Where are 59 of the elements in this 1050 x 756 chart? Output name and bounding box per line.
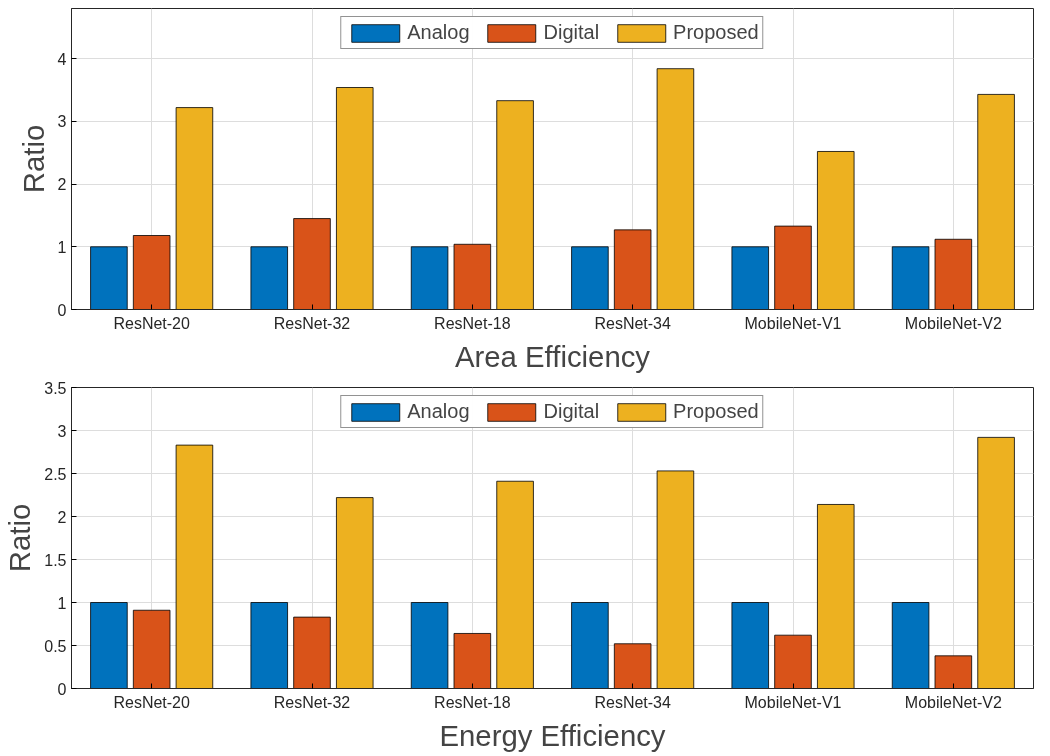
x-tick-label: ResNet-32 xyxy=(273,314,351,332)
bar xyxy=(977,436,1015,689)
legend-label: Proposed xyxy=(673,400,759,423)
bar xyxy=(90,246,128,310)
bar xyxy=(891,246,930,310)
bar xyxy=(336,497,374,689)
y-tick-label: 1 xyxy=(57,594,67,612)
x-tick-label: ResNet-20 xyxy=(113,314,191,332)
bar xyxy=(571,246,609,310)
x-tick-label: ResNet-34 xyxy=(594,314,672,332)
x-tick-label: ResNet-18 xyxy=(434,314,511,332)
y-tick-label: 0 xyxy=(57,301,67,319)
bar xyxy=(731,602,769,689)
legend-label: Analog xyxy=(407,21,470,44)
y-tick-label: 1 xyxy=(57,238,67,256)
x-axis-title: Energy Efficiency xyxy=(439,718,666,752)
bar xyxy=(410,602,449,689)
y-tick-label: 1.5 xyxy=(44,551,67,569)
bar xyxy=(891,602,930,689)
y-tick-label: 2 xyxy=(57,508,67,526)
x-tick-label: ResNet-34 xyxy=(594,693,672,711)
x-tick-label: MobileNet-V1 xyxy=(744,314,842,332)
bar xyxy=(250,246,288,310)
y-tick-label: 3.5 xyxy=(44,379,67,397)
x-tick-label: MobileNet-V2 xyxy=(904,693,1002,711)
bar xyxy=(731,246,769,310)
bar xyxy=(817,504,855,689)
x-tick-label: MobileNet-V1 xyxy=(744,693,842,711)
bar xyxy=(496,480,534,689)
x-tick-label: ResNet-20 xyxy=(113,693,191,711)
bar xyxy=(250,602,288,689)
y-tick-label: 2 xyxy=(57,176,67,194)
bar xyxy=(90,602,128,689)
y-axis-title: Ratio xyxy=(3,503,37,573)
y-tick-label: 3 xyxy=(57,422,67,440)
x-tick-label: ResNet-18 xyxy=(434,693,511,711)
bar xyxy=(656,470,695,689)
bar xyxy=(817,151,855,310)
x-axis-title: Area Efficiency xyxy=(454,339,651,373)
y-tick-label: 0.5 xyxy=(44,637,67,655)
bar xyxy=(410,246,449,310)
x-tick-label: ResNet-32 xyxy=(273,693,351,711)
legend-label: Digital xyxy=(543,21,600,44)
bar xyxy=(175,444,214,689)
y-tick-label: 2.5 xyxy=(44,465,67,483)
bar xyxy=(977,94,1015,310)
bar xyxy=(336,87,374,310)
legend-label: Digital xyxy=(543,400,600,423)
bar xyxy=(175,107,214,310)
y-tick-label: 3 xyxy=(57,113,67,131)
bar xyxy=(656,68,695,310)
bar xyxy=(571,602,609,689)
y-tick-label: 4 xyxy=(57,50,67,68)
legend-label: Analog xyxy=(407,400,470,423)
x-tick-label: MobileNet-V2 xyxy=(904,314,1002,332)
legend-label: Proposed xyxy=(673,21,759,44)
y-tick-label: 0 xyxy=(57,680,67,698)
y-axis-title: Ratio xyxy=(16,124,50,194)
bar xyxy=(496,100,534,310)
